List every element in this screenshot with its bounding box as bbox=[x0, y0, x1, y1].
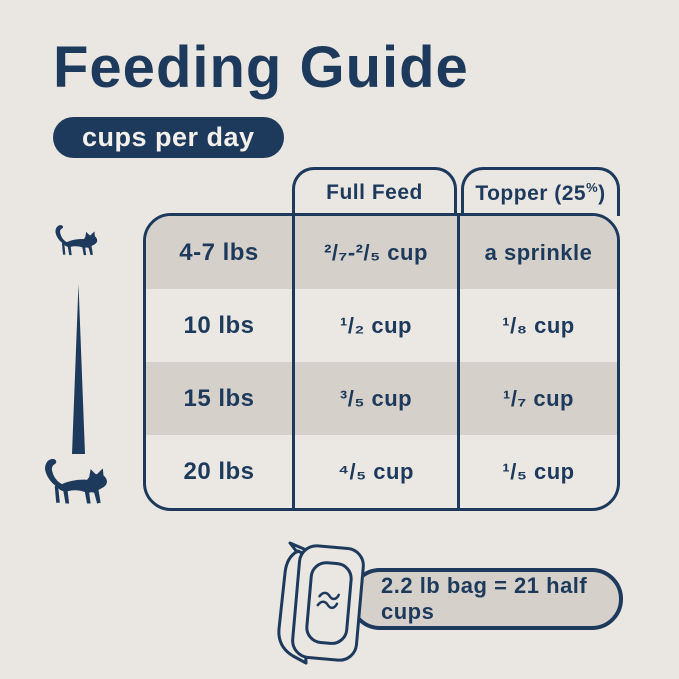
table-row: 10 lbs ¹/₂ cup ¹/₈ cup bbox=[146, 289, 617, 362]
table-row: 4-7 lbs ²/₇-²/₅ cup a sprinkle bbox=[146, 216, 617, 289]
weight-cell: 20 lbs bbox=[183, 457, 255, 485]
full-feed-cell: ²/₇-²/₅ cup bbox=[292, 216, 457, 289]
topper-cell: ¹/₇ cup bbox=[457, 362, 617, 435]
table-row: 20 lbs ⁴/₅ cup ¹/₅ cup bbox=[146, 435, 617, 508]
topper-percent-sign: % bbox=[586, 180, 599, 195]
full-feed-label: Full Feed bbox=[326, 181, 423, 204]
full-feed-cell: ⁴/₅ cup bbox=[292, 435, 457, 508]
topper-cell: a sprinkle bbox=[457, 216, 617, 289]
large-cat-icon bbox=[45, 458, 107, 504]
table-row: 15 lbs ³/₅ cup ¹/₇ cup bbox=[146, 362, 617, 435]
full-feed-cell: ³/₅ cup bbox=[292, 362, 457, 435]
page-title: Feeding Guide bbox=[53, 35, 469, 100]
cups-per-day-badge: cups per day bbox=[53, 117, 284, 158]
full-feed-cell: ¹/₂ cup bbox=[292, 289, 457, 362]
column-header-topper: Topper (25%) bbox=[461, 167, 620, 216]
topper-label-text: Topper (25 bbox=[475, 182, 587, 205]
cups-per-day-label: cups per day bbox=[82, 122, 255, 152]
feeding-table: 4-7 lbs ²/₇-²/₅ cup a sprinkle 10 lbs ¹/… bbox=[143, 213, 620, 511]
column-header-full-feed: Full Feed bbox=[292, 167, 457, 216]
topper-cell: ¹/₈ cup bbox=[457, 289, 617, 362]
bag-note-pill: 2.2 lb bag = 21 half cups bbox=[349, 568, 623, 630]
small-cat-icon bbox=[55, 225, 98, 256]
topper-label-close: ) bbox=[598, 182, 606, 205]
weight-cell: 4-7 lbs bbox=[179, 238, 259, 266]
weight-cell: 10 lbs bbox=[183, 311, 255, 339]
topper-cell: ¹/₅ cup bbox=[457, 435, 617, 508]
weight-cell: 15 lbs bbox=[183, 384, 255, 412]
size-scale-wedge bbox=[72, 284, 85, 454]
bag-note-text: 2.2 lb bag = 21 half cups bbox=[381, 573, 588, 624]
food-bag-icon bbox=[277, 541, 365, 665]
topper-label: Topper (25%) bbox=[475, 180, 605, 206]
